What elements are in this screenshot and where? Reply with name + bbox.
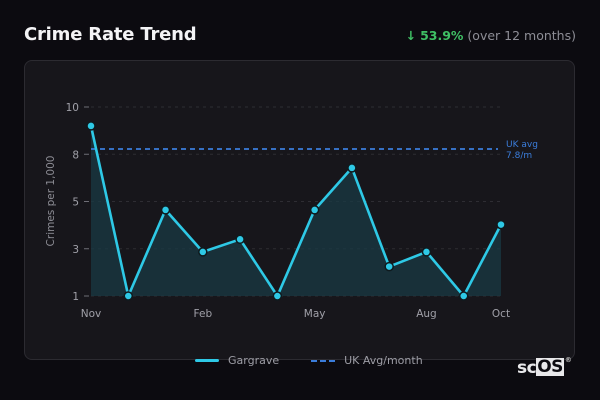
page-title: Crime Rate Trend	[24, 24, 197, 45]
series-line-gargrave	[89, 125, 503, 298]
legend-item-gargrave[interactable]: Gargrave	[195, 354, 279, 367]
svg-text:3: 3	[72, 244, 79, 256]
scos-logo: sc OS ®	[517, 356, 572, 378]
registered-mark-icon: ®	[564, 356, 572, 364]
logo-os: OS	[536, 357, 564, 377]
trend-change-summary: ↓ 53.9% (over 12 months)	[406, 28, 576, 43]
svg-text:May: May	[304, 308, 326, 320]
legend-label-uk-avg: UK Avg/month	[344, 354, 423, 367]
chart-card	[24, 60, 575, 360]
data-points	[86, 121, 506, 301]
y-axis: 10 8 5 3 1	[66, 102, 89, 303]
svg-text:Feb: Feb	[194, 308, 213, 320]
solid-line-swatch-icon	[195, 359, 219, 362]
svg-text:Aug: Aug	[416, 308, 437, 320]
change-percentage: 53.9%	[420, 28, 464, 43]
svg-text:10: 10	[66, 102, 79, 114]
svg-text:Oct: Oct	[492, 308, 510, 320]
series-area-fill	[91, 125, 501, 297]
svg-text:Nov: Nov	[81, 308, 102, 320]
legend-label-gargrave: Gargrave	[228, 354, 280, 367]
svg-text:8: 8	[72, 149, 79, 161]
y-axis-label: Crimes per 1,000	[45, 156, 57, 247]
logo-sc: sc	[517, 358, 537, 378]
uk-average-annotation-line2: 7.8/m	[506, 151, 532, 161]
legend-item-uk-avg[interactable]: UK Avg/month	[311, 354, 423, 367]
down-arrow-icon: ↓	[405, 28, 417, 43]
x-axis: Nov Feb May Aug Oct	[81, 308, 510, 320]
change-period: (over 12 months)	[467, 28, 576, 43]
chart-legend: Gargrave UK Avg/month	[195, 354, 445, 367]
dashed-line-swatch-icon	[311, 359, 336, 362]
svg-text:1: 1	[72, 291, 79, 303]
uk-average-annotation-line1: UK avg	[506, 140, 538, 150]
svg-text:5: 5	[72, 197, 79, 209]
